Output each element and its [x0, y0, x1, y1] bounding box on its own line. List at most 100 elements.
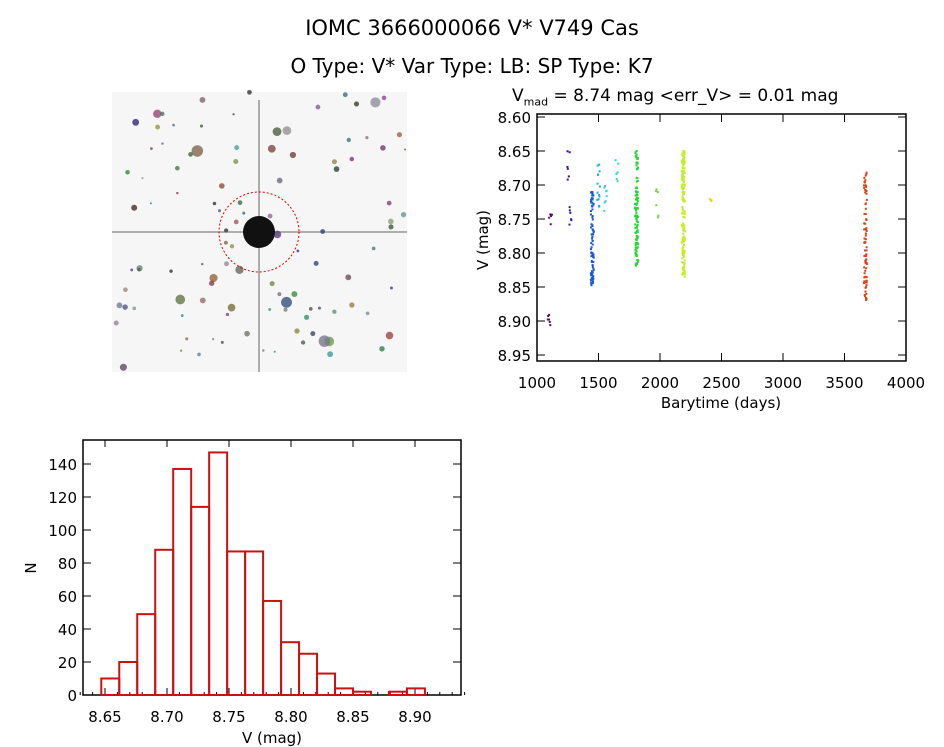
histogram-bar: [316, 672, 337, 696]
data-point: [598, 194, 601, 197]
data-point: [591, 224, 594, 227]
data-point: [864, 234, 867, 237]
star: [185, 337, 189, 341]
star: [209, 273, 218, 283]
data-point: [681, 272, 684, 275]
data-point: [635, 255, 638, 258]
data-point: [636, 202, 639, 205]
star: [390, 286, 393, 290]
data-point: [680, 261, 683, 264]
data-point: [596, 182, 599, 185]
data-point: [590, 277, 593, 280]
histogram-bar: [118, 661, 139, 696]
data-point: [683, 273, 686, 276]
data-point: [865, 267, 868, 270]
star: [346, 137, 352, 143]
x-axis-label: V (mag): [242, 729, 302, 747]
data-point: [591, 218, 594, 221]
data-point: [865, 185, 868, 188]
data-point: [680, 159, 683, 162]
data-point: [635, 230, 638, 233]
data-point: [864, 238, 867, 241]
data-point: [864, 203, 867, 206]
star: [381, 95, 387, 101]
data-point: [549, 213, 552, 216]
star: [116, 302, 123, 309]
data-point: [636, 198, 639, 201]
data-point: [709, 199, 712, 202]
data-point: [683, 183, 686, 186]
data-point: [591, 264, 594, 267]
x-tick-label: 8.70: [150, 708, 183, 726]
data-point: [865, 253, 868, 256]
star: [132, 306, 137, 311]
star: [188, 152, 193, 157]
data-point: [864, 188, 867, 191]
data-point: [616, 171, 619, 174]
data-point: [591, 228, 594, 231]
histogram-bar: [136, 613, 157, 697]
data-point: [864, 191, 867, 194]
data-point: [683, 175, 686, 178]
data-point: [865, 281, 868, 284]
star: [300, 340, 306, 345]
data-point: [863, 255, 866, 258]
data-point: [681, 167, 684, 170]
data-point: [598, 163, 601, 166]
star: [313, 260, 319, 266]
data-point: [591, 216, 594, 219]
star: [199, 124, 204, 128]
data-point: [637, 259, 640, 262]
star: [244, 330, 250, 337]
star: [247, 89, 252, 95]
data-point: [589, 248, 592, 251]
star: [223, 240, 228, 245]
data-point: [683, 213, 686, 216]
data-point: [590, 261, 593, 264]
data-point: [590, 259, 593, 262]
data-point: [590, 251, 593, 254]
star: [317, 306, 321, 310]
star: [371, 246, 376, 251]
data-point: [635, 217, 638, 220]
data-point: [865, 249, 868, 252]
histogram-bar: [298, 652, 319, 696]
y-tick-label: 8.85: [498, 279, 531, 297]
data-point: [680, 241, 683, 244]
data-point: [865, 228, 868, 231]
data-point: [655, 190, 658, 193]
data-point: [683, 237, 686, 240]
star: [296, 249, 300, 253]
data-point: [682, 164, 685, 167]
data-point: [865, 171, 868, 174]
data-point: [636, 235, 639, 238]
data-point: [566, 150, 569, 153]
star: [227, 303, 236, 312]
data-point: [636, 162, 639, 165]
data-point: [683, 230, 686, 233]
data-point: [681, 161, 684, 164]
data-point: [591, 198, 594, 201]
star: [353, 101, 360, 107]
star: [276, 177, 283, 184]
data-point: [681, 188, 684, 191]
data-point: [614, 159, 617, 162]
data-point: [634, 226, 637, 229]
star: [273, 350, 276, 353]
data-point: [682, 238, 685, 241]
data-point: [682, 235, 685, 238]
star: [150, 147, 153, 151]
data-point: [681, 198, 684, 201]
data-point: [865, 173, 868, 176]
star: [262, 349, 265, 352]
aperture-circle: [218, 191, 300, 273]
histogram-bar: [387, 690, 408, 697]
data-point: [682, 159, 685, 162]
data-point: [863, 281, 866, 284]
data-point: [683, 266, 686, 269]
star: [199, 97, 206, 103]
data-point: [657, 214, 660, 217]
star: [370, 97, 381, 108]
star: [211, 337, 215, 341]
